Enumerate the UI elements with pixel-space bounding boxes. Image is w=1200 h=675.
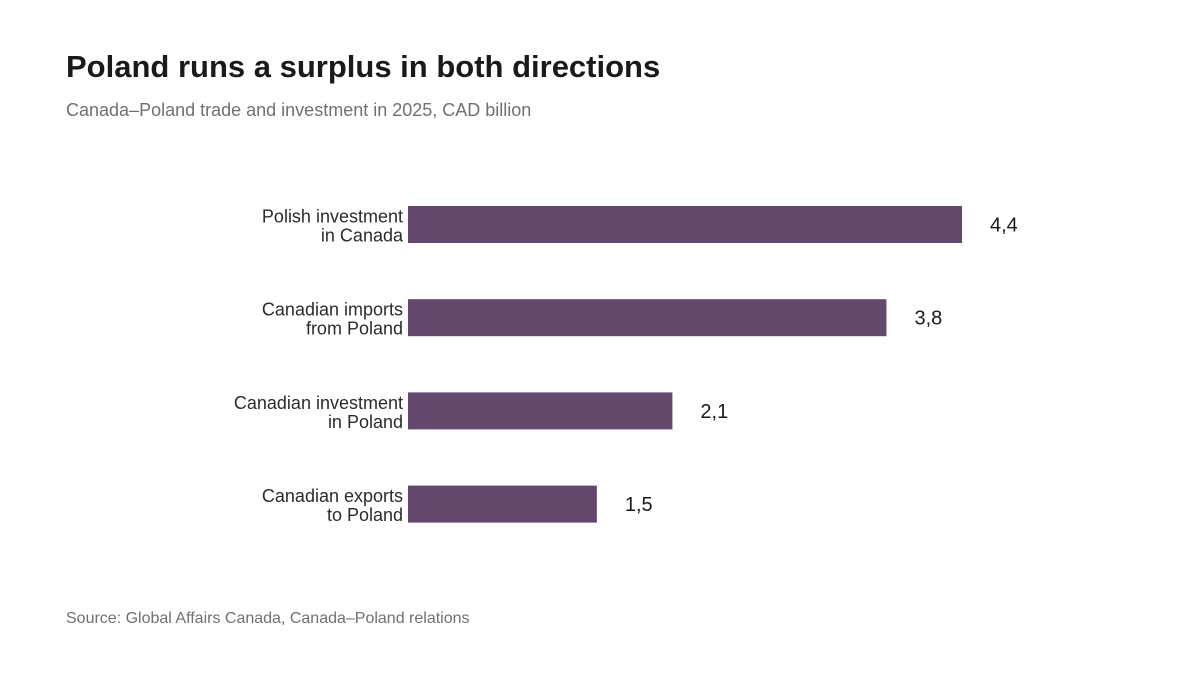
value-label-1: 3,8: [914, 308, 942, 330]
category-label-2: Canadian investment in Poland: [234, 393, 403, 432]
category-label-line: in Canada: [321, 226, 404, 246]
chart-title: Poland runs a surplus in both directions: [66, 49, 661, 84]
bar-1: [408, 299, 887, 337]
category-label-3: Canadian exports to Poland: [262, 486, 403, 525]
bar-0: [408, 206, 962, 243]
value-label-2: 2,1: [700, 401, 728, 423]
category-label-1: Canadian imports from Poland: [262, 300, 403, 339]
category-label-line: in Poland: [328, 412, 403, 432]
value-label-3: 1,5: [625, 494, 653, 516]
value-label-0: 4,4: [990, 215, 1018, 237]
category-label-line: Canadian imports: [262, 300, 403, 320]
bar-3: [408, 485, 597, 523]
category-label-0: Polish investment in Canada: [262, 207, 404, 246]
category-label-line: Canadian investment: [234, 393, 403, 413]
bar-2: [408, 392, 673, 430]
category-label-line: to Poland: [327, 505, 403, 525]
category-label-line: Polish investment: [262, 207, 403, 227]
category-label-line: Canadian exports: [262, 486, 403, 506]
category-label-line: from Poland: [306, 319, 403, 339]
chart-subtitle: Canada–Poland trade and investment in 20…: [66, 100, 532, 120]
source-note: Source: Global Affairs Canada, Canada–Po…: [66, 610, 470, 627]
